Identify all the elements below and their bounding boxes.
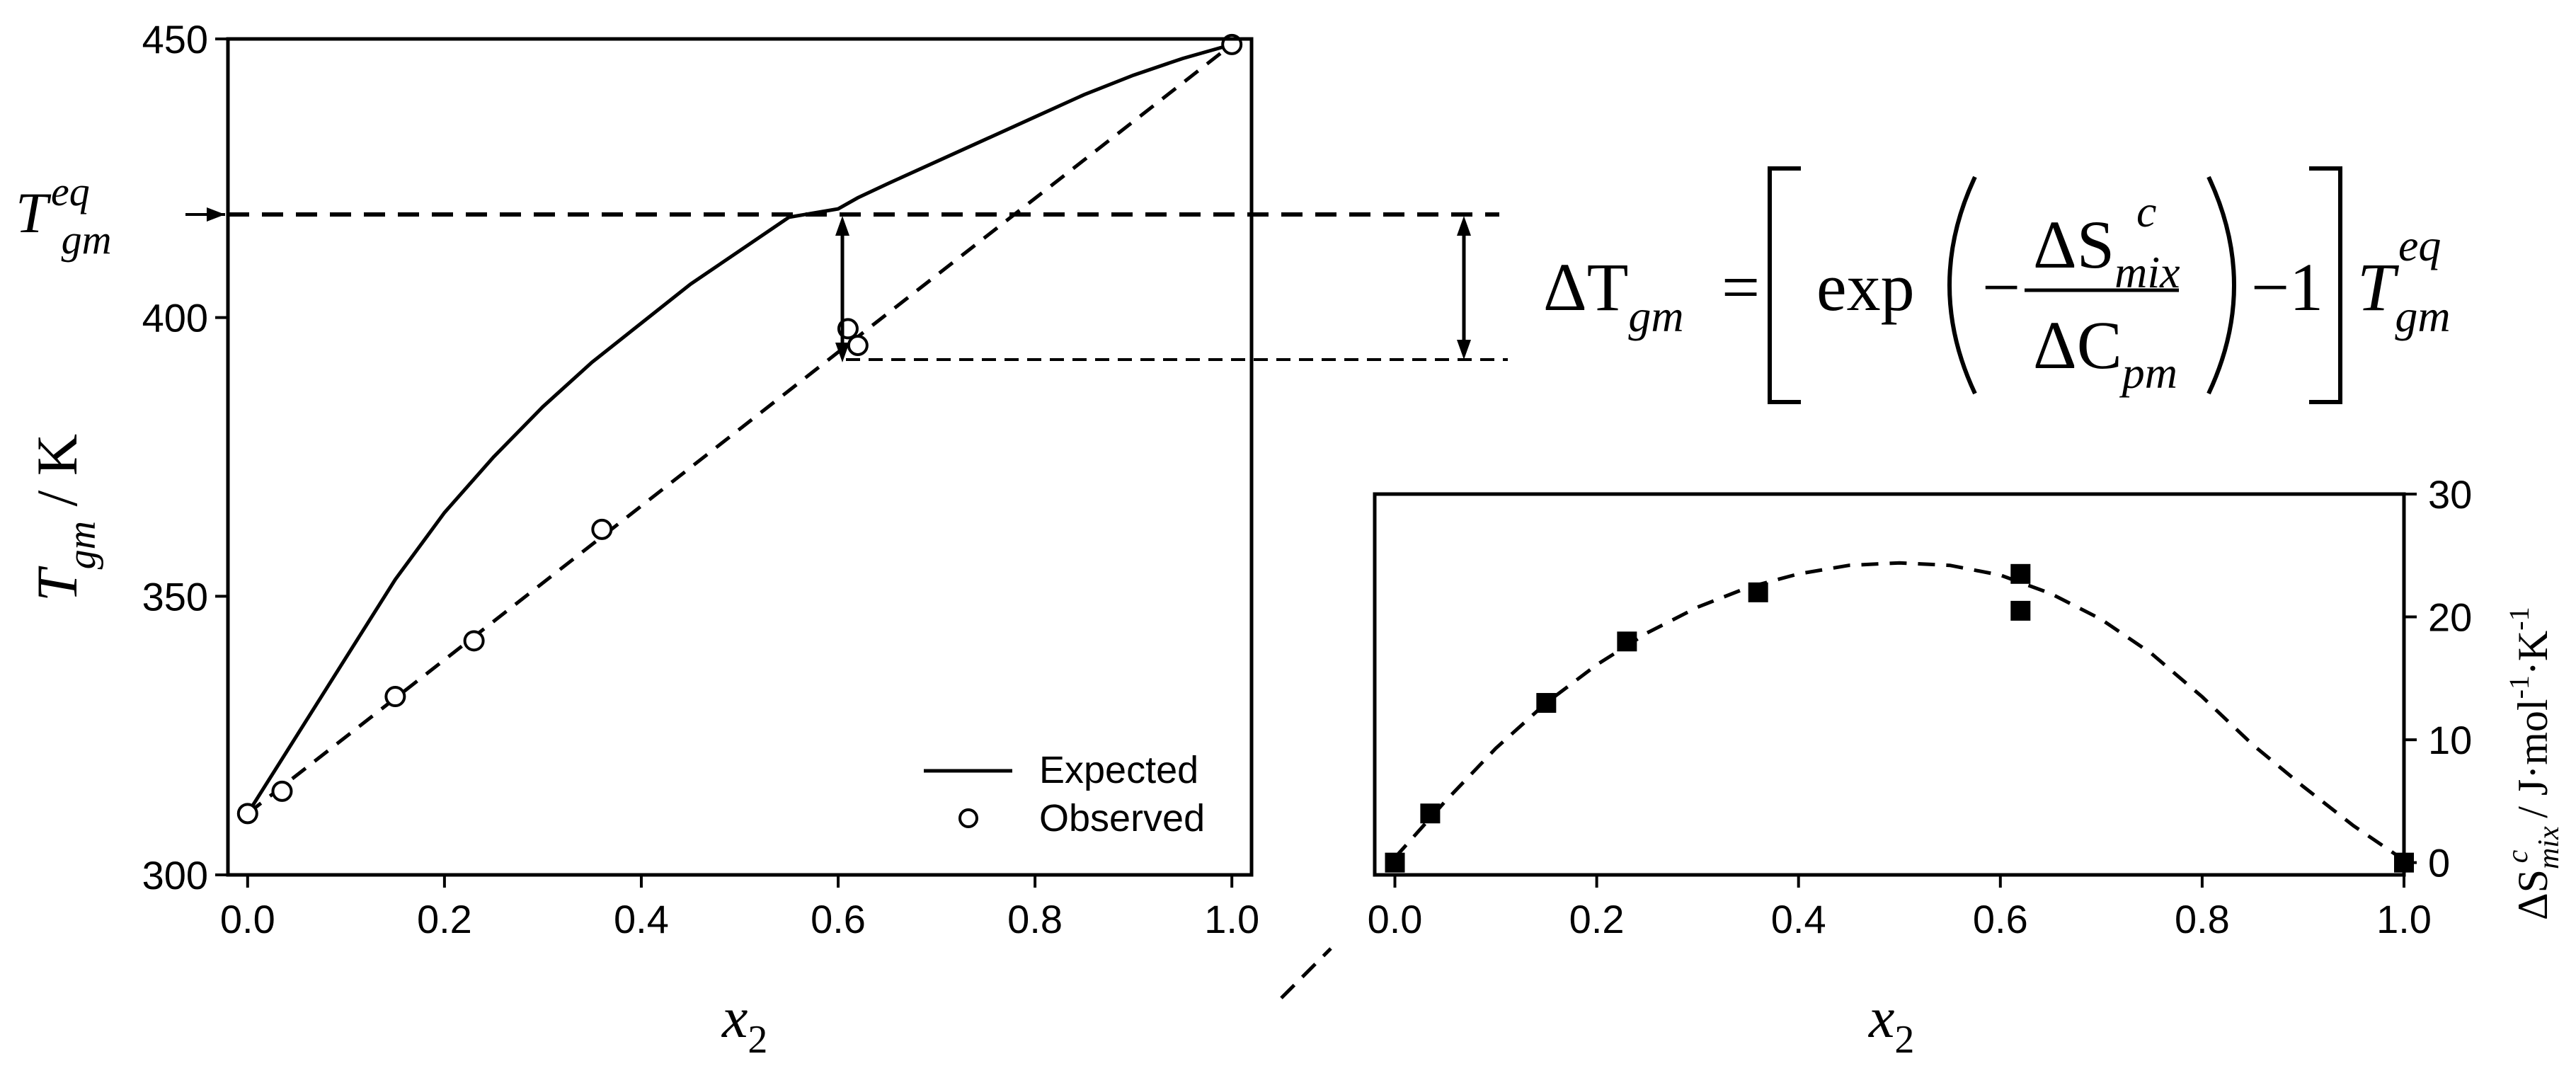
reference-label-superscript: eq (51, 168, 90, 214)
x-tick-label: 0.2 (417, 897, 472, 941)
delta-tgm-equation: ΔTgm = exp − ΔSmix c ΔCpm −1 Tgm eq (1543, 166, 2451, 404)
reference-label-symbol: T (16, 180, 52, 245)
left-x-axis-title: x2 (721, 985, 767, 1062)
x-tick-label: 0.6 (811, 897, 866, 941)
observed-point (847, 335, 869, 357)
y-tick-label: 20 (2428, 595, 2472, 640)
equation-rhs: Tgm (2357, 249, 2451, 341)
equation-minus-one: −1 (2251, 249, 2323, 325)
left-axis-ticks: 0.0 0.2 0.4 0.6 0.8 1.0 300 350 400 450 (142, 17, 1260, 941)
y-tick-label: 0 (2428, 841, 2450, 886)
x-tick-label: 0.0 (1368, 897, 1423, 941)
y-tick-label: 10 (2428, 718, 2472, 762)
right-x-axis-title: x2 (1868, 985, 1914, 1062)
x-tick-label: 0.8 (2175, 897, 2230, 941)
connector-dash (1280, 947, 1332, 999)
observed-point (591, 518, 613, 540)
x-tick-label: 0.2 (1569, 897, 1625, 941)
x-tick-label: 0.0 (220, 897, 275, 941)
right-paren (2206, 176, 2236, 395)
expected-line (246, 42, 1232, 815)
ideal-dashed-line (246, 42, 1233, 815)
legend-observed-label: Observed (1039, 797, 1205, 839)
x-tick-label: 0.4 (1771, 897, 1826, 941)
deviation-arrow-inner (835, 216, 849, 362)
y-tick-label: 400 (142, 296, 208, 340)
legend-expected-label: Expected (1039, 749, 1198, 791)
right-chart: 0.0 0.2 0.4 0.6 0.8 1.0 0 10 20 30 x2 ΔSmixc / J·… (1368, 472, 2565, 1062)
observed-point (384, 686, 406, 708)
left-y-axis-title: Tgm / K (25, 434, 104, 602)
equation-func: exp (1816, 249, 1915, 325)
reference-arrow-head (207, 207, 225, 222)
fit-dashed-curve (1393, 561, 2405, 862)
left-bracket (1768, 166, 1801, 404)
right-bracket (2309, 166, 2342, 404)
deviation-arrow-outer (1457, 216, 1471, 360)
equation-equals: = (1722, 249, 1760, 325)
x-tick-label: 0.8 (1007, 897, 1063, 941)
reference-label: T gm (16, 180, 112, 263)
observed-point (236, 803, 258, 825)
left-chart-marks (236, 33, 1243, 825)
equation-numerator: ΔSmix (2033, 207, 2180, 297)
y-tick-label: 350 (142, 574, 208, 619)
x-tick-label: 0.6 (1973, 897, 2028, 941)
entropy-point (1420, 803, 1441, 824)
equation-minus: − (1982, 249, 2020, 325)
entropy-point (2010, 600, 2031, 621)
y-tick-label: 300 (142, 853, 208, 898)
right-axis-ticks: 0.0 0.2 0.4 0.6 0.8 1.0 0 10 20 30 (1368, 472, 2473, 941)
y-tick-label: 450 (142, 17, 208, 62)
left-paren (1947, 176, 1977, 395)
legend-observed-marker (958, 808, 978, 828)
equation-numerator-sup: c (2136, 186, 2156, 236)
x-tick-label: 1.0 (2376, 897, 2432, 941)
equation-rhs-sup: eq (2398, 220, 2441, 270)
right-plot-frame (1373, 492, 2406, 877)
observed-point (463, 630, 485, 652)
x-tick-label: 0.4 (614, 897, 669, 941)
right-y-axis-title: ΔSmixc / J·mol-1·K-1 (2502, 607, 2565, 920)
reference-label-subscript: gm (62, 217, 112, 263)
equation-lhs: ΔTgm (1543, 249, 1684, 341)
x-tick-label: 1.0 (1204, 897, 1259, 941)
left-plot-frame (226, 37, 1254, 877)
y-tick-label: 30 (2428, 472, 2472, 517)
right-chart-marks (1385, 561, 2414, 873)
equation-denominator: ΔCpm (2033, 307, 2177, 398)
observed-point (271, 780, 293, 802)
